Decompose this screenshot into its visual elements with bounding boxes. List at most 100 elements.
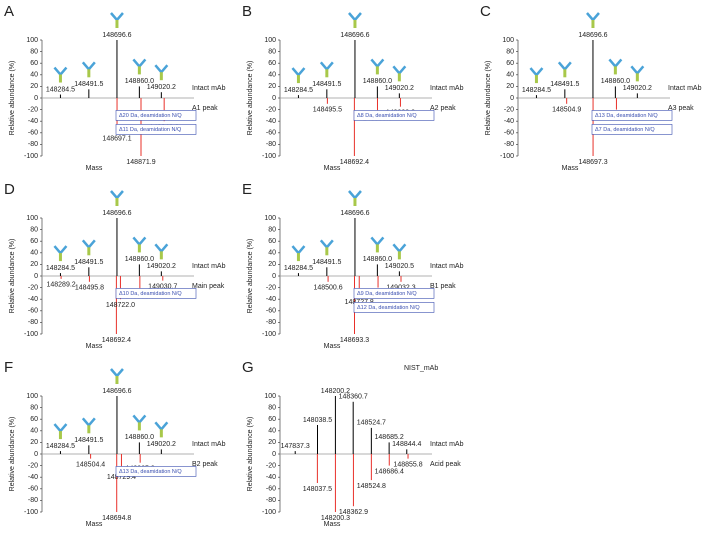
chart-title: NIST_mAb [404, 365, 438, 372]
legend-label: B2 peak [192, 461, 218, 468]
legend-label: Intact mAb [430, 263, 464, 270]
peak-label: 149020.2 [147, 84, 176, 91]
annotation-box [353, 302, 435, 313]
antibody-icon [319, 61, 334, 72]
annotation: Δ12 Da, deamidation N/Q [357, 305, 420, 311]
x-axis-label: Mass [324, 343, 341, 350]
panel: E Relative abundance (%) Mass -100 -80 -60 -40… [242, 181, 464, 350]
y-tick-label: 80 [30, 404, 38, 411]
y-axis-label: Relative abundance (%) [9, 417, 16, 492]
peak-label: 148284.5 [284, 265, 313, 272]
y-tick-label: -80 [266, 141, 276, 148]
y-tick-label: 40 [30, 72, 38, 79]
y-tick-label: -80 [28, 319, 38, 326]
y-tick-label: 60 [268, 416, 276, 423]
y-tick-label: -60 [266, 130, 276, 137]
peak-label: 148495.8 [75, 285, 104, 292]
y-tick-label: 0 [272, 95, 276, 102]
peak-label: 148504.9 [552, 107, 581, 114]
antibody-icon [53, 66, 68, 77]
peak-label: 148855.8 [393, 461, 422, 468]
peak-label: 148284.5 [46, 86, 75, 93]
peak-label: 148524.7 [357, 420, 386, 427]
peak-label: 148844.4 [392, 441, 421, 448]
antibody-icon [557, 61, 572, 72]
peak-label: 149020.2 [147, 263, 176, 270]
peak-label: 148696.6 [102, 210, 131, 217]
legend-label: A1 peak [192, 105, 218, 112]
antibody-icon [154, 421, 169, 432]
y-tick-label: -60 [266, 308, 276, 315]
peak-label: 149020.2 [385, 85, 414, 92]
peak-label: 148694.8 [102, 515, 131, 522]
peak-label: 148289.2 [46, 282, 75, 289]
y-axis-label: Relative abundance (%) [485, 61, 492, 136]
legend-label: Intact mAb [668, 85, 702, 92]
peak-label: 148362.9 [339, 509, 368, 516]
antibody-icon [110, 368, 124, 378]
y-tick-label: -60 [28, 130, 38, 137]
antibody-icon [291, 245, 306, 256]
peak-label: 149020.5 [385, 263, 414, 270]
x-axis-label: Mass [324, 165, 341, 172]
antibody-icon [132, 58, 147, 69]
peak-label: 148491.5 [312, 81, 341, 88]
y-tick-label: -20 [266, 462, 276, 469]
legend-label: Acid peak [430, 461, 461, 468]
antibody-icon [291, 67, 306, 78]
y-tick-label: 60 [268, 238, 276, 245]
peak-label: 148696.6 [102, 388, 131, 395]
peak-label: 148697.1 [102, 136, 131, 143]
antibody-icon [392, 243, 407, 254]
panel: B Relative abundance (%) Mass -100 -80 -60 -40… [242, 3, 464, 172]
y-tick-label: 0 [34, 273, 38, 280]
peak-label: 148200.2 [321, 388, 350, 395]
panel-letter: D [4, 181, 15, 198]
legend-label: Intact mAb [192, 263, 226, 270]
panel: F Relative abundance (%) Mass -100 -80 -60 -40… [4, 359, 226, 528]
panel-letter: C [480, 3, 491, 20]
peak-label: 148360.7 [339, 394, 368, 401]
peak-label: 148284.5 [284, 87, 313, 94]
annotation: Δ7 Da, deamidation N/Q [595, 127, 655, 133]
y-axis-label: Relative abundance (%) [247, 61, 254, 136]
legend-label: Main peak [192, 283, 225, 290]
y-tick-label: -80 [28, 141, 38, 148]
panel: D Relative abundance (%) Mass -100 -80 -60 -40… [4, 181, 226, 350]
antibody-icon [630, 65, 645, 76]
y-tick-label: 80 [268, 226, 276, 233]
y-tick-label: 0 [510, 95, 514, 102]
annotation: Δ13 Da, deamidation N/Q [595, 113, 658, 119]
legend-label: A2 peak [430, 105, 456, 112]
peak-label: 148284.5 [46, 443, 75, 450]
y-tick-label: 60 [506, 60, 514, 67]
y-axis-label: Relative abundance (%) [9, 61, 16, 136]
peak-label: 148491.5 [312, 259, 341, 266]
peak-label: 148038.5 [303, 417, 332, 424]
y-tick-label: -100 [262, 153, 276, 160]
x-axis-label: Mass [86, 343, 103, 350]
y-tick-label: 20 [506, 83, 514, 90]
antibody-icon [81, 239, 96, 250]
peak-label: 149020.2 [147, 441, 176, 448]
antibody-icon [81, 61, 96, 72]
y-tick-label: -60 [28, 308, 38, 315]
annotation: Δ11 Da, deamidation N/Q [119, 127, 182, 133]
y-tick-label: -60 [504, 130, 514, 137]
annotation-box [353, 288, 435, 299]
y-tick-label: 20 [268, 261, 276, 268]
y-tick-label: 60 [30, 60, 38, 67]
legend-label: Intact mAb [430, 441, 464, 448]
y-tick-label: -100 [262, 331, 276, 338]
antibody-icon [392, 65, 407, 76]
peak-label: 148037.5 [303, 486, 332, 493]
y-tick-label: 20 [30, 439, 38, 446]
y-tick-label: 40 [506, 72, 514, 79]
y-tick-label: -20 [28, 106, 38, 113]
y-tick-label: -40 [266, 296, 276, 303]
annotation: Δ9 Da, deamidation N/Q [357, 291, 417, 297]
y-tick-label: 0 [272, 451, 276, 458]
y-tick-label: -40 [28, 474, 38, 481]
y-tick-label: -100 [24, 153, 38, 160]
